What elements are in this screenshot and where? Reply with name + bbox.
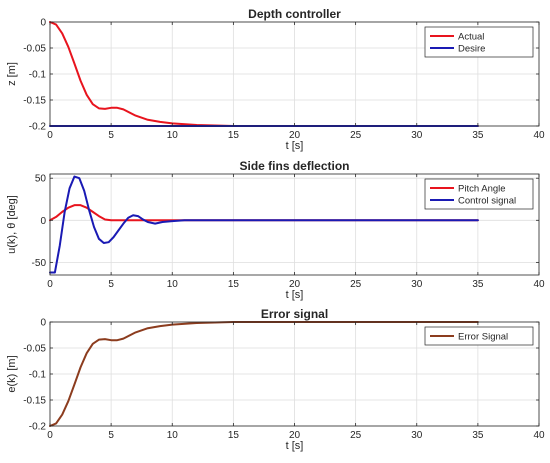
- x-tick-label: 0: [47, 430, 53, 441]
- x-tick-label: 20: [289, 130, 301, 141]
- x-tick-label: 40: [533, 279, 545, 290]
- subplot-3: 0 5 10 15 20 25 30 35 40 -0.2 -0.15 -0.1 -0.05 0 Error…: [6, 307, 545, 452]
- y-tick-label: 0: [40, 216, 46, 227]
- x-tick-label: 30: [411, 430, 423, 441]
- legend-box: [424, 26, 534, 58]
- x-tick-label: 30: [411, 279, 423, 290]
- x-tick-label: 35: [472, 130, 484, 141]
- x-axis-label: t [s]: [286, 440, 304, 452]
- x-tick-label: 35: [472, 279, 484, 290]
- x-tick-label: 20: [289, 279, 301, 290]
- legend-entry: Desire: [458, 43, 485, 54]
- legend-entry: Error Signal: [458, 331, 508, 342]
- x-tick-label: 20: [289, 430, 301, 441]
- x-tick-label: 10: [167, 130, 179, 141]
- x-tick-label: 10: [167, 430, 179, 441]
- x-tick-label: 15: [228, 430, 240, 441]
- y-tick-label: 0: [40, 18, 46, 29]
- x-tick-label: 25: [350, 279, 362, 290]
- legend-entry: Control signal: [458, 195, 516, 206]
- y-axis-label: e(k) [m]: [6, 355, 18, 392]
- x-tick-label: 40: [533, 430, 545, 441]
- y-tick-label: -0.1: [29, 70, 47, 81]
- x-tick-label: 5: [108, 430, 114, 441]
- x-tick-label: 25: [350, 130, 362, 141]
- x-tick-label: 0: [47, 279, 53, 290]
- y-tick-label: -0.05: [23, 44, 46, 55]
- x-tick-label: 40: [533, 130, 545, 141]
- y-tick-label: -0.15: [23, 96, 46, 107]
- x-tick-label: 10: [167, 279, 179, 290]
- chart-title: Side fins deflection: [239, 159, 349, 173]
- x-tick-label: 30: [411, 130, 423, 141]
- y-tick-label: 50: [35, 174, 47, 185]
- legend-box: [424, 178, 534, 210]
- legend-box: [424, 326, 534, 346]
- y-axis-label: z [m]: [6, 62, 18, 86]
- legend-entry: Actual: [458, 31, 484, 42]
- x-axis-label: t [s]: [286, 289, 304, 301]
- chart-title: Depth controller: [248, 7, 341, 21]
- legend-entry: Pitch Angle: [458, 183, 506, 194]
- x-tick-label: 5: [108, 279, 114, 290]
- x-tick-label: 35: [472, 430, 484, 441]
- chart-title: Error signal: [261, 307, 328, 321]
- series-line-control-signal: [49, 175, 479, 274]
- y-axis-label: u(k), θ [deg]: [6, 195, 18, 254]
- subplot-1: 0 5 10 15 20 25 30 35 40 -0.2 -0.15 -0.1 -0.05 0 Depth…: [6, 7, 545, 152]
- x-tick-label: 0: [47, 130, 53, 141]
- x-axis-label: t [s]: [286, 140, 304, 152]
- y-tick-label: -0.05: [23, 344, 46, 355]
- y-tick-label: -0.15: [23, 396, 46, 407]
- legend: Error Signal: [424, 326, 534, 346]
- y-tick-label: 0: [40, 318, 46, 329]
- y-tick-label: -50: [32, 258, 47, 269]
- x-tick-label: 25: [350, 430, 362, 441]
- x-tick-label: 5: [108, 130, 114, 141]
- x-tick-label: 15: [228, 130, 240, 141]
- y-tick-label: -0.1: [29, 370, 47, 381]
- x-tick-label: 15: [228, 279, 240, 290]
- y-tick-label: -0.2: [29, 422, 47, 433]
- y-tick-label: -0.2: [29, 122, 47, 133]
